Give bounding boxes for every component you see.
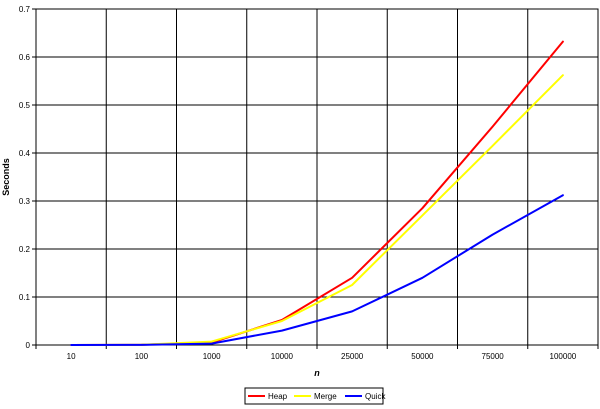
legend-label-merge: Merge: [314, 392, 337, 401]
y-axis-ticks: 0 0.1 0.2 0.3 0.4 0.5 0.6 0.7: [19, 5, 36, 350]
x-tick-label: 75000: [482, 352, 505, 361]
series-line-quick: [70, 194, 564, 346]
x-tick-label: 25000: [341, 352, 364, 361]
series-lines: [70, 40, 564, 346]
x-tick-label: 10: [67, 352, 76, 361]
y-tick-label: 0: [26, 341, 31, 350]
x-tick-label: 1000: [203, 352, 221, 361]
x-tick-label: 10000: [271, 352, 294, 361]
x-tick-label: 50000: [411, 352, 434, 361]
y-tick-label: 0.2: [19, 245, 31, 254]
y-tick-label: 0.4: [19, 149, 31, 158]
legend-label-quick: Quick: [365, 392, 386, 401]
x-axis-title: n: [314, 368, 320, 378]
y-tick-label: 0.1: [19, 293, 31, 302]
x-tick-label: 100: [135, 352, 149, 361]
legend: Heap Merge Quick: [244, 387, 386, 405]
grid-lines: [36, 9, 598, 345]
y-axis-title: Seconds: [1, 158, 11, 196]
x-axis-ticks: 10 100 1000 10000 25000 50000 75000 100000: [35, 345, 599, 361]
y-tick-label: 0.7: [19, 5, 31, 14]
y-tick-label: 0.5: [19, 101, 31, 110]
x-tick-label: 100000: [550, 352, 577, 361]
y-tick-label: 0.6: [19, 53, 31, 62]
legend-box: [244, 387, 384, 405]
y-tick-label: 0.3: [19, 197, 31, 206]
legend-label-heap: Heap: [268, 392, 288, 401]
